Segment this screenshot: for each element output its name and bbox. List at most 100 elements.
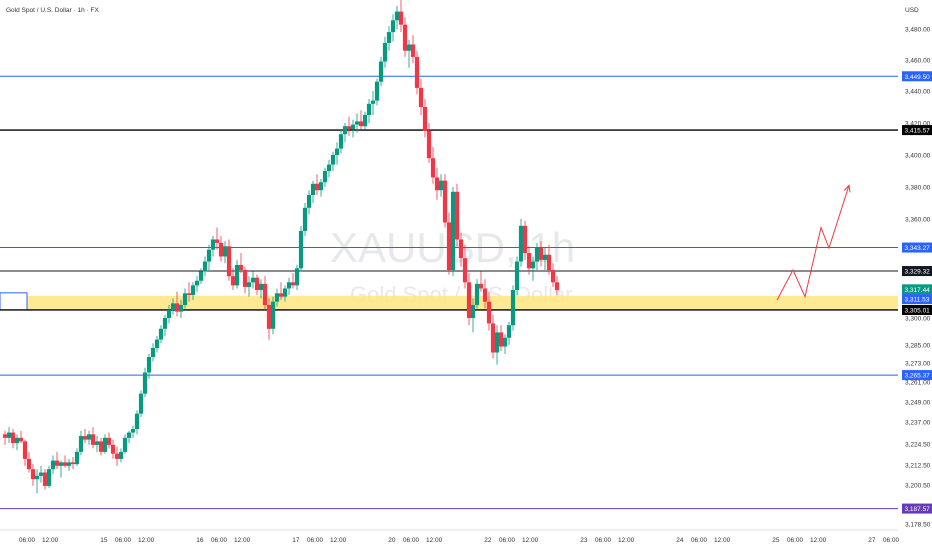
candle[interactable] [210, 236, 216, 257]
candle[interactable] [514, 256, 520, 295]
price-tag[interactable]: 3,415.57 [902, 125, 932, 136]
price-tag[interactable]: 3,187.57 [902, 503, 932, 514]
candle[interactable] [42, 469, 48, 490]
candle[interactable] [554, 276, 560, 295]
candle[interactable] [390, 14, 396, 42]
candle[interactable] [174, 291, 180, 317]
price-tag[interactable]: 3,449.50 [902, 71, 932, 82]
candle[interactable] [510, 285, 516, 331]
candle[interactable] [550, 263, 556, 287]
price-tag[interactable]: 3,311.53 [902, 294, 932, 305]
candle[interactable] [218, 236, 224, 262]
candle[interactable] [214, 227, 220, 250]
candle[interactable] [18, 430, 24, 444]
candle[interactable] [522, 220, 528, 260]
candle[interactable] [526, 246, 532, 275]
candle[interactable] [282, 285, 288, 302]
candle[interactable] [130, 425, 136, 438]
candle[interactable] [58, 460, 64, 478]
candle[interactable] [30, 464, 36, 486]
candle[interactable] [26, 451, 32, 473]
candle[interactable] [538, 241, 544, 267]
candle[interactable] [274, 288, 280, 307]
candle[interactable] [314, 174, 320, 195]
candle[interactable] [494, 325, 500, 365]
candle[interactable] [530, 256, 536, 281]
candle[interactable] [354, 113, 360, 133]
candle[interactable] [366, 99, 372, 123]
candle[interactable] [34, 469, 40, 494]
candle[interactable] [158, 325, 164, 344]
candle[interactable] [98, 437, 104, 456]
price-tag[interactable]: 3,317.44 [902, 284, 932, 295]
candle[interactable] [86, 430, 92, 445]
candle[interactable] [506, 321, 512, 345]
candle[interactable] [498, 325, 504, 351]
candle[interactable] [150, 343, 156, 362]
candle[interactable] [330, 151, 336, 171]
candle[interactable] [414, 50, 420, 95]
candle[interactable] [270, 296, 276, 335]
price-tag[interactable]: 3,329.32 [902, 266, 932, 277]
candle[interactable] [114, 446, 120, 466]
forecast-line[interactable] [776, 185, 850, 301]
candle[interactable] [10, 429, 16, 449]
candle[interactable] [442, 174, 448, 228]
candle[interactable] [78, 430, 84, 456]
candle[interactable] [410, 35, 416, 64]
candle[interactable] [350, 119, 356, 138]
candle[interactable] [122, 434, 128, 454]
candle[interactable] [394, 5, 400, 29]
candle[interactable] [486, 291, 492, 331]
candle[interactable] [318, 179, 324, 197]
candle[interactable] [310, 180, 316, 203]
candle[interactable] [278, 282, 284, 300]
candle[interactable] [6, 427, 12, 444]
candle[interactable] [14, 434, 20, 451]
candle[interactable] [202, 256, 208, 277]
candle[interactable] [346, 116, 352, 136]
candle[interactable] [142, 367, 148, 397]
candle[interactable] [154, 336, 160, 353]
time-axis[interactable]: 06:00 12:00 15 06:00 12:00 16 06:00 12:00 17 06:0… [0, 529, 900, 544]
candle[interactable] [546, 244, 552, 275]
candle[interactable] [46, 465, 52, 488]
candle[interactable] [222, 241, 228, 264]
candle[interactable] [430, 147, 436, 184]
candle[interactable] [90, 427, 96, 449]
candle[interactable] [178, 300, 184, 318]
candle[interactable] [490, 314, 496, 359]
candle[interactable] [378, 56, 384, 87]
candle[interactable] [382, 36, 388, 68]
candle[interactable] [170, 298, 176, 315]
candle[interactable] [306, 190, 312, 215]
candle[interactable] [242, 266, 248, 294]
candle[interactable] [258, 279, 264, 299]
candle[interactable] [286, 277, 292, 295]
candle[interactable] [454, 183, 460, 247]
candle[interactable] [342, 123, 348, 143]
candle[interactable] [478, 271, 484, 292]
candle[interactable] [198, 268, 204, 284]
candle[interactable] [470, 298, 476, 333]
candle[interactable] [254, 274, 260, 295]
candles[interactable] [2, 0, 560, 494]
candle[interactable] [370, 91, 376, 115]
candle[interactable] [226, 239, 232, 281]
candle[interactable] [118, 448, 124, 463]
candle[interactable] [302, 203, 308, 237]
candle[interactable] [502, 334, 508, 354]
price-tag[interactable]: 3,343.27 [902, 242, 932, 253]
candle[interactable] [518, 219, 524, 267]
candle[interactable] [266, 298, 272, 340]
candle[interactable] [190, 282, 196, 300]
candle[interactable] [250, 271, 256, 289]
candle[interactable] [194, 276, 200, 292]
candle[interactable] [534, 242, 540, 270]
candle[interactable] [70, 457, 76, 470]
candle[interactable] [94, 436, 100, 452]
candle[interactable] [294, 264, 300, 290]
candle[interactable] [246, 276, 252, 297]
candle[interactable] [134, 410, 140, 435]
